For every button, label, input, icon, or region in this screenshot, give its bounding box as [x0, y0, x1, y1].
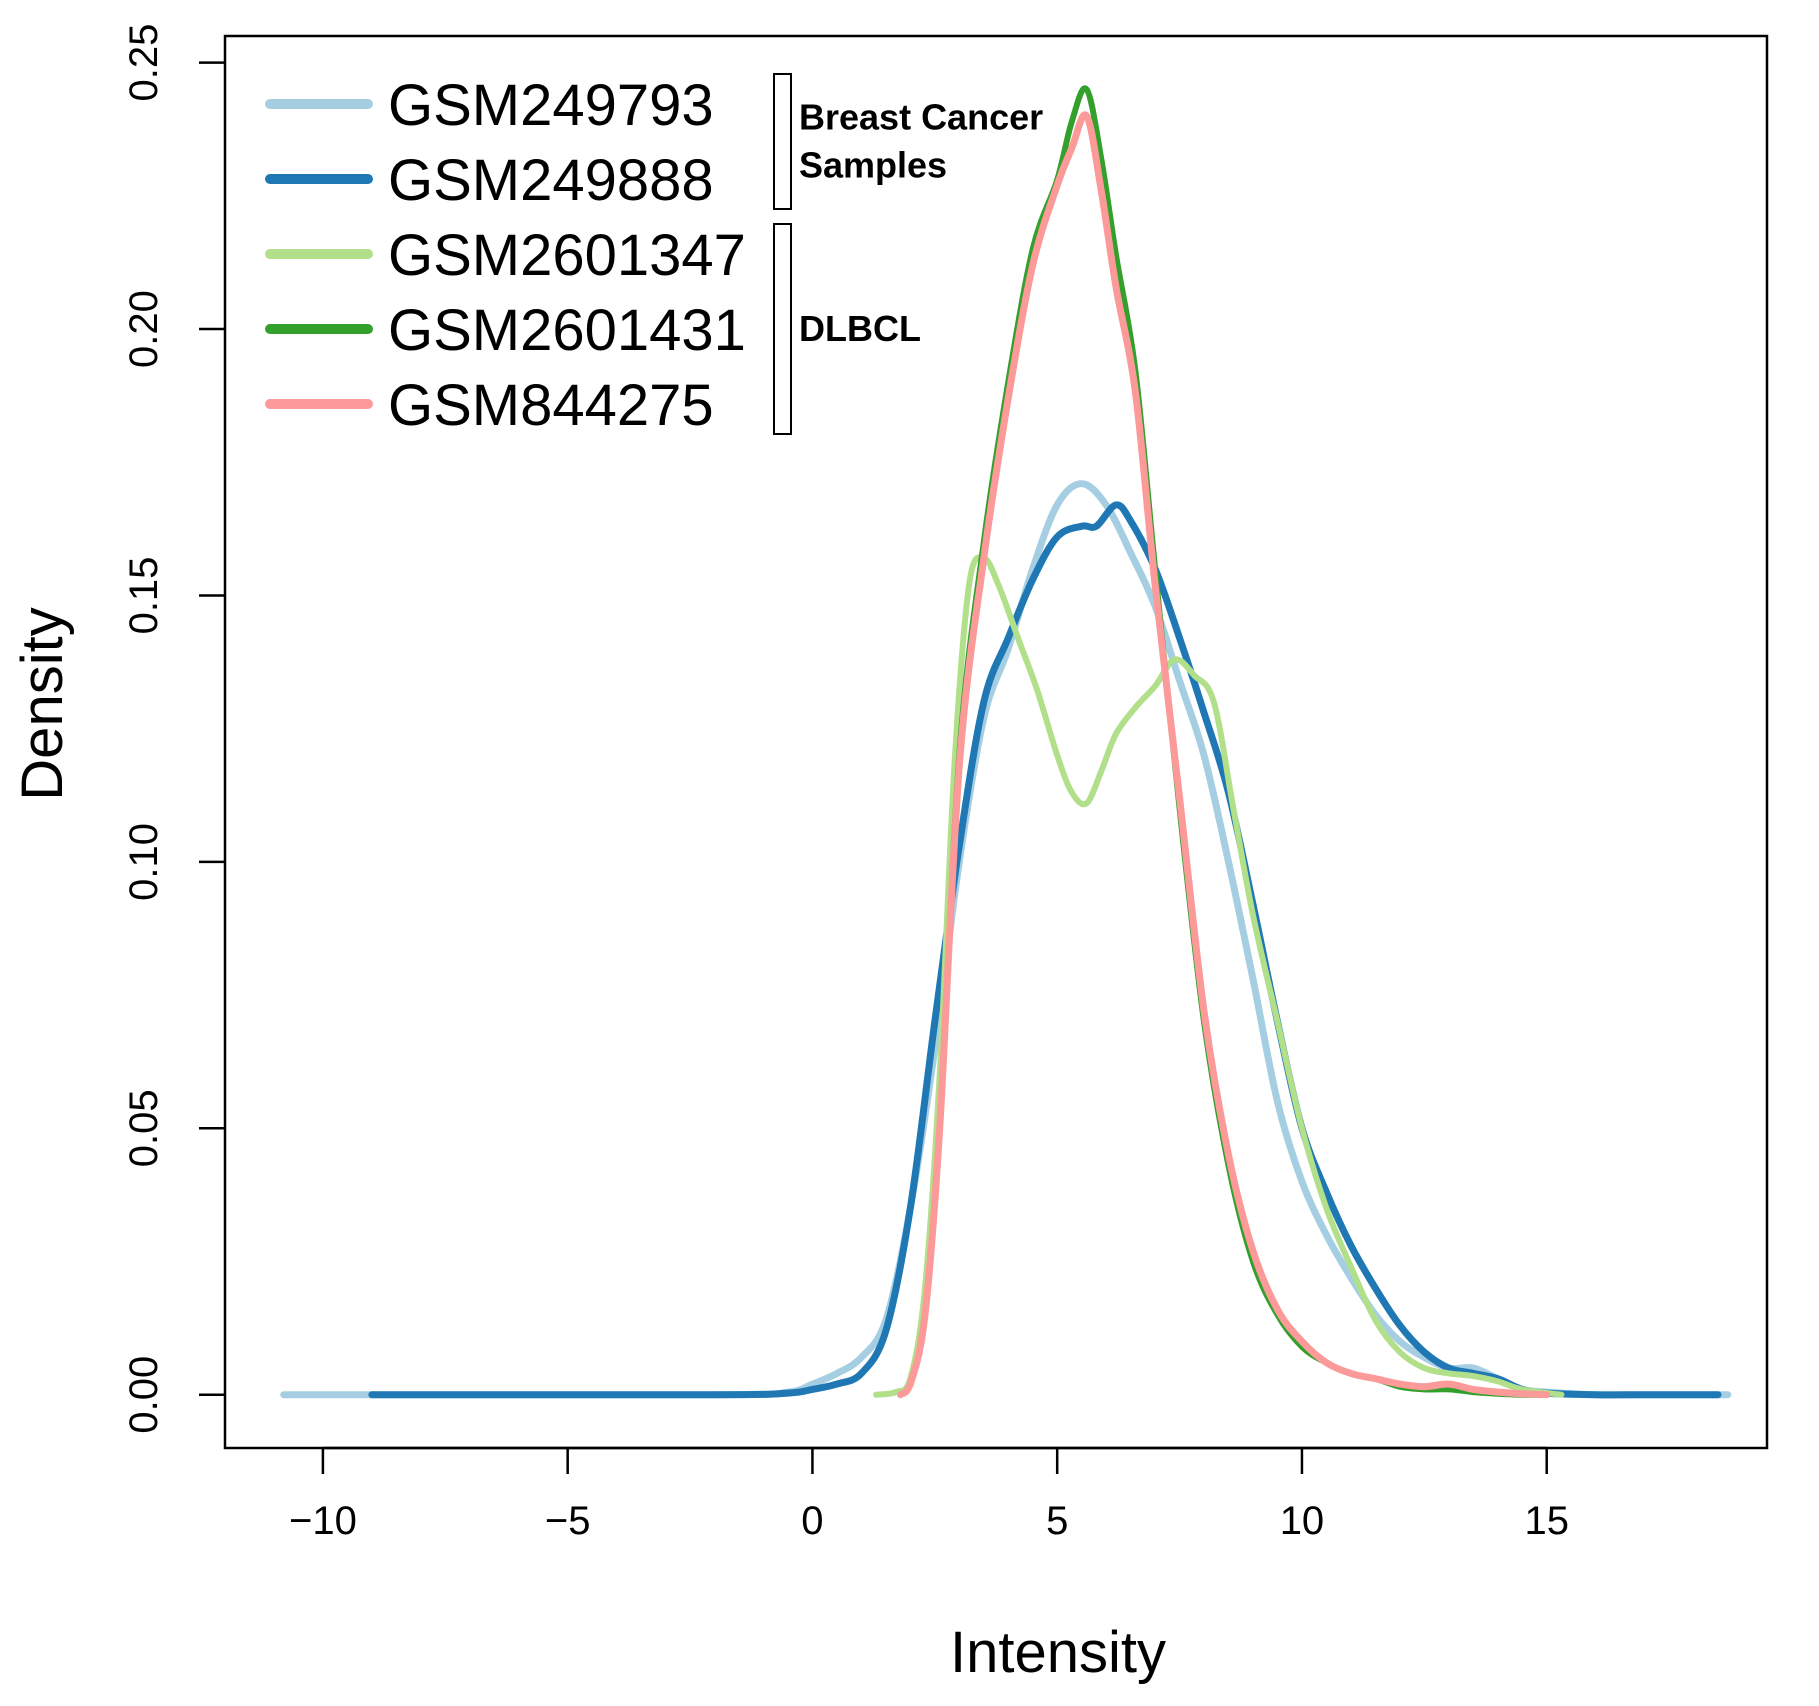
legend-label-gsm2601347: GSM2601347: [388, 223, 746, 288]
series-line-gsm844275: [897, 111, 1551, 1399]
series-line-gsm2601347: [873, 554, 1565, 1398]
x-axis: −10 −5 0 5 10 15: [289, 1446, 1569, 1543]
x-tick-label: −10: [289, 1499, 357, 1543]
x-tick-label: 0: [801, 1499, 823, 1543]
group-bracket-breast-cancer-samples: [773, 73, 792, 210]
y-tick-label: 0.00: [122, 1356, 166, 1434]
legend-groups: Breast Cancer Samples DLBCL: [773, 73, 1043, 435]
legend: GSM249793 GSM249888 GSM2601347 GSM2601431 GS…: [265, 73, 746, 438]
group-label-dlbcl: DLBCL: [799, 308, 921, 349]
y-tick-label: 0.10: [122, 823, 166, 901]
x-axis-title: Intensity: [950, 1620, 1166, 1685]
legend-label-gsm249888: GSM249888: [388, 148, 714, 213]
legend-label-gsm844275: GSM844275: [388, 373, 714, 438]
x-tick-label: 10: [1280, 1499, 1325, 1543]
x-tick-label: 5: [1046, 1499, 1068, 1543]
x-tick-label: 15: [1524, 1499, 1569, 1543]
legend-label-gsm249793: GSM249793: [388, 73, 714, 138]
y-tick-label: 0.25: [122, 24, 166, 102]
x-tick-label: −5: [545, 1499, 591, 1543]
y-tick-label: 0.05: [122, 1089, 166, 1167]
series-line-gsm249888: [368, 501, 1722, 1399]
series-lines: [280, 85, 1732, 1399]
group-label-samples: Samples: [799, 145, 947, 186]
group-bracket-dlbcl: [773, 223, 792, 435]
legend-label-gsm2601431: GSM2601431: [388, 298, 746, 363]
group-label-breast-cancer: Breast Cancer: [799, 97, 1043, 138]
y-tick-label: 0.15: [122, 557, 166, 635]
y-axis-title: Density: [10, 607, 75, 800]
y-axis: 0.00 0.05 0.10 0.15 0.20 0.25: [122, 24, 225, 1434]
y-tick-label: 0.20: [122, 290, 166, 368]
